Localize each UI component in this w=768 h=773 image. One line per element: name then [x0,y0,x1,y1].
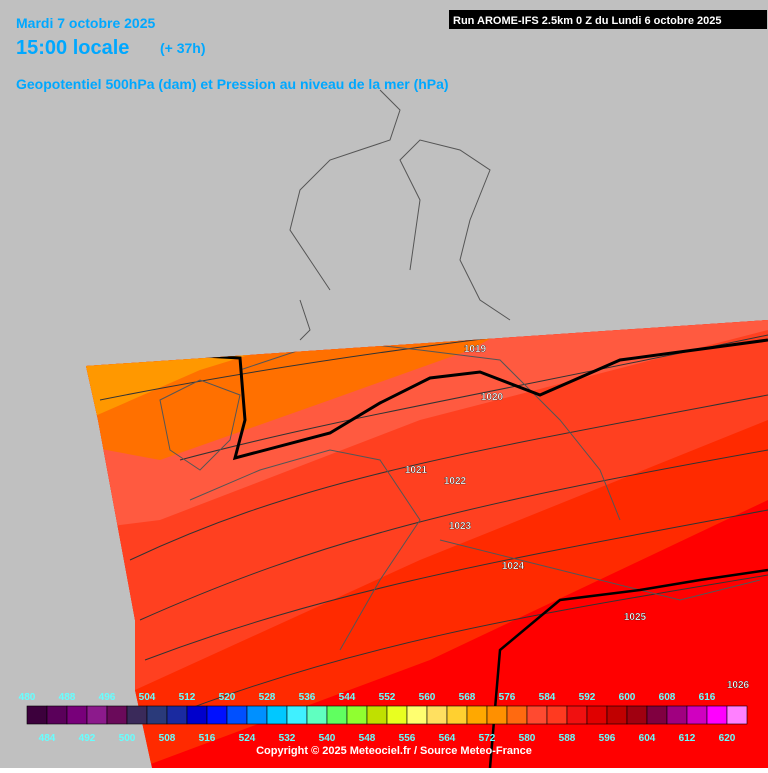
colorbar-label: 608 [659,692,676,703]
colorbar-box [706,705,728,725]
colorbar-label: 504 [139,692,156,703]
colorbar-label: 556 [399,733,416,744]
colorbar-box [166,705,188,725]
colorbar-label: 580 [519,733,536,744]
front-line [185,338,768,461]
colorbar-box [366,705,388,725]
colorbar-box [466,705,488,725]
colorbar-label: 592 [579,692,596,703]
colorbar-label: 564 [439,733,456,744]
colorbar-box [526,705,548,725]
colorbar-box [286,705,308,725]
colorbar-label: 560 [419,692,436,703]
isobar-label: 1019 [464,344,487,355]
colorbar-label: 516 [199,733,216,744]
colorbar-label: 536 [299,692,316,703]
border-line [488,568,768,768]
colorbar-box [726,705,748,725]
colorbar-box [186,705,208,725]
colorbar-box [26,705,48,725]
colorbar-label: 484 [39,733,56,744]
colorbar-label: 540 [319,733,336,744]
colorbar-box [506,705,528,725]
field [86,320,768,768]
colorbar-box [106,705,128,725]
colorbar-label: 496 [99,692,116,703]
colorbar-label: 508 [159,733,176,744]
colorbar-box [406,705,428,725]
map-time: 15:00 locale [16,37,129,59]
coastlines [159,339,761,651]
map-subtitle: Geopotentiel 500hPa (dam) et Pression au… [16,76,449,92]
isobar-label: 1025 [624,612,647,623]
colorbar-box [66,705,88,725]
isobar-label: 1024 [502,561,525,572]
colorbar-label: 588 [559,733,576,744]
run-box [449,10,767,29]
isobar-labels: 1019 1020 1021 1022 1023 1024 1025 1026 [405,344,750,691]
map-lead: (+ 37h) [160,40,206,56]
colorbar-box [446,705,468,725]
colorbar-box [206,705,228,725]
colorbar-box [266,705,288,725]
colorbar-label: 528 [259,692,276,703]
colorbar-label: 548 [359,733,376,744]
copyright: Copyright © 2025 Meteociel.fr / Source M… [256,745,532,757]
colorbar-label: 492 [79,733,96,744]
colorbar-label: 524 [239,733,256,744]
colorbar-label: 532 [279,733,296,744]
colorbar-box [426,705,448,725]
colorbar-label: 480 [19,692,36,703]
colorbar-label: 620 [719,733,736,744]
colorbar-label: 604 [639,733,656,744]
colorbar-label: 520 [219,692,236,703]
colorbar-label: 576 [499,692,516,703]
isobar-label: 1022 [444,476,467,487]
colorbar-box [686,705,708,725]
colorbar-label: 612 [679,733,696,744]
colorbar-box [546,705,568,725]
colorbar-label: 568 [459,692,476,703]
colorbar-box [126,705,148,725]
colorbar-box [246,705,268,725]
colorbar-label: 596 [599,733,616,744]
colorbar-box [386,705,408,725]
uk-coastline [289,89,511,341]
isobar-label: 1020 [481,392,504,403]
colorbar-label: 488 [59,692,76,703]
isobar-label: 1023 [449,521,472,532]
colorbar-label: 544 [339,692,356,703]
colorbar-box [86,705,108,725]
colorbar-box [346,705,368,725]
colorbar-box [566,705,588,725]
colorbar-box [326,705,348,725]
colorbar-box [666,705,688,725]
colorbar-box [46,705,68,725]
colorbar-box [606,705,628,725]
colorbar-label: 500 [119,733,136,744]
run-info: Run AROME-IFS 2.5km 0 Z du Lundi 6 octob… [453,15,722,27]
colorbar-box [486,705,508,725]
colorbar-label: 584 [539,692,556,703]
colorbar-box [586,705,608,725]
isobar-label: 1021 [405,465,428,476]
colorbar-box [306,705,328,725]
colorbar-label: 512 [179,692,196,703]
colorbar-label: 616 [699,692,716,703]
isobar-label: 1026 [727,680,750,691]
colorbar: 480 484 488 492 496 500 504 508 512 516 520 524 528 5… [19,692,748,744]
colorbar-label: 552 [379,692,396,703]
colorbar-box [646,705,668,725]
colorbar-box [626,705,648,725]
map-date: Mardi 7 octobre 2025 [16,15,155,31]
colorbar-label: 572 [479,733,496,744]
colorbar-label: 600 [619,692,636,703]
colorbar-box [226,705,248,725]
colorbar-box [146,705,168,725]
